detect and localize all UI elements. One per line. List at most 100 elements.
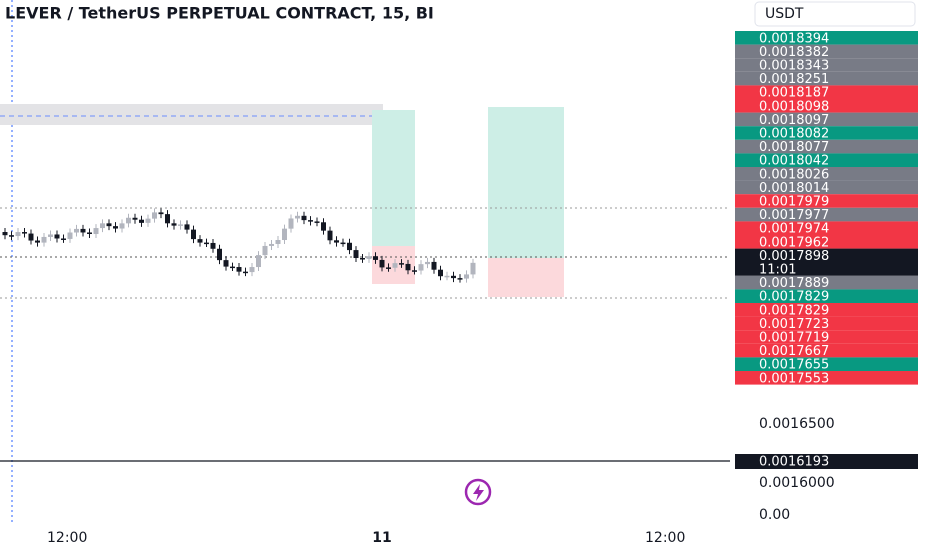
candle-body [158, 212, 164, 215]
candle-body [282, 228, 287, 241]
price-tag [735, 99, 918, 113]
candle-body [236, 267, 242, 272]
candle-body [152, 212, 157, 219]
price-tag [735, 275, 918, 290]
candle-body [269, 243, 274, 246]
candle-body [321, 222, 326, 231]
candle-body [48, 234, 53, 237]
price-tag-text: 0.0017829 [759, 303, 829, 318]
candle-body [418, 264, 424, 271]
candle-body [327, 230, 333, 241]
candle-body [425, 261, 430, 265]
candle-body [243, 271, 248, 274]
price-tag [735, 167, 918, 181]
price-tag [735, 289, 918, 303]
candle-body [132, 217, 138, 220]
price-tag-text: 0.0017889 [759, 276, 829, 291]
price-tag [735, 343, 918, 358]
candle-body [54, 234, 60, 239]
candle-body [256, 255, 261, 268]
price-tag [735, 85, 918, 99]
candle-body [126, 217, 131, 224]
candle-body [9, 235, 14, 237]
candle-body [74, 228, 79, 233]
candles [2, 208, 476, 283]
price-tag [735, 221, 918, 235]
chart-title: LEVER / TetherUS PERPETUAL CONTRACT, 15,… [5, 4, 434, 23]
candle-body [288, 218, 294, 229]
price-tag [735, 126, 918, 140]
candle-body [204, 242, 209, 245]
candle-body [35, 240, 40, 243]
price-tag [735, 58, 918, 72]
price-tag [735, 153, 918, 167]
price-tag-text: 0.0018394 [759, 31, 829, 46]
candle-body [379, 259, 385, 268]
price-tag-text: 0.0017829 [759, 290, 829, 305]
price-tag-text: 0.0017974 [759, 222, 829, 237]
price-tag-text: 0.0017723 [759, 317, 829, 332]
candle-body [165, 214, 170, 224]
candle-body [295, 215, 300, 219]
candle-body [210, 242, 216, 249]
candle-body [87, 232, 92, 235]
candle-body [80, 228, 86, 233]
candle-body [353, 250, 359, 259]
price-tag-text: 0.0017667 [759, 344, 829, 359]
price-tag [735, 303, 918, 317]
price-tag [735, 31, 918, 45]
candle-body [184, 224, 190, 230]
candle-body [178, 224, 183, 226]
price-tag-text: 0.0017719 [759, 331, 829, 346]
candle-body [386, 267, 391, 269]
candle-body [464, 274, 469, 279]
price-tag-text: 0.0017553 [759, 371, 829, 386]
currency-box[interactable] [754, 1, 916, 27]
time-label: 12:00 [645, 530, 685, 546]
current-price: 0.0017898 [759, 249, 829, 264]
price-tag [735, 330, 918, 344]
candle-body [22, 232, 27, 234]
time-label: 12:00 [47, 530, 87, 546]
price-scale: 0.00183940.00183820.00183430.00182510.00… [735, 31, 918, 523]
price-tag [735, 371, 918, 385]
candle-body [2, 232, 8, 236]
zone-band [0, 104, 383, 125]
candle-body [100, 223, 105, 229]
price-tag-text: 0.0018014 [759, 181, 829, 196]
candle-body [93, 228, 99, 235]
crosshair-price: 0.0016193 [759, 455, 829, 470]
lightning [473, 484, 484, 501]
position-profit [488, 107, 564, 258]
position-profit [372, 110, 415, 246]
replay-icon[interactable] [464, 478, 492, 506]
candle-body [360, 258, 365, 260]
candle-body [438, 269, 443, 277]
candle-body [139, 219, 144, 223]
candle-body [223, 260, 229, 267]
candle-body [334, 240, 339, 243]
price-tag-text: 0.0017977 [759, 208, 829, 223]
candle-body [470, 262, 476, 275]
price-tag [735, 316, 918, 331]
candle-body [197, 239, 203, 243]
price-tag [735, 71, 918, 86]
price-tag-text: 0.0018098 [759, 99, 829, 114]
candle-body [366, 256, 372, 259]
candle-body [67, 232, 73, 239]
candle-body [61, 238, 66, 240]
candle-body [106, 223, 112, 227]
price-tag [735, 357, 918, 371]
price-tag-text: 0.0018382 [759, 45, 829, 60]
position-loss [488, 258, 564, 297]
candle-body [405, 263, 411, 271]
candle-body [15, 232, 21, 237]
price-tag-text: 0.0018026 [759, 167, 829, 182]
candle-body [451, 275, 456, 279]
candle-body [28, 233, 34, 241]
candle-body [444, 275, 450, 278]
candle-body [230, 266, 235, 269]
candle-body [314, 221, 320, 223]
candle-body [412, 270, 417, 272]
